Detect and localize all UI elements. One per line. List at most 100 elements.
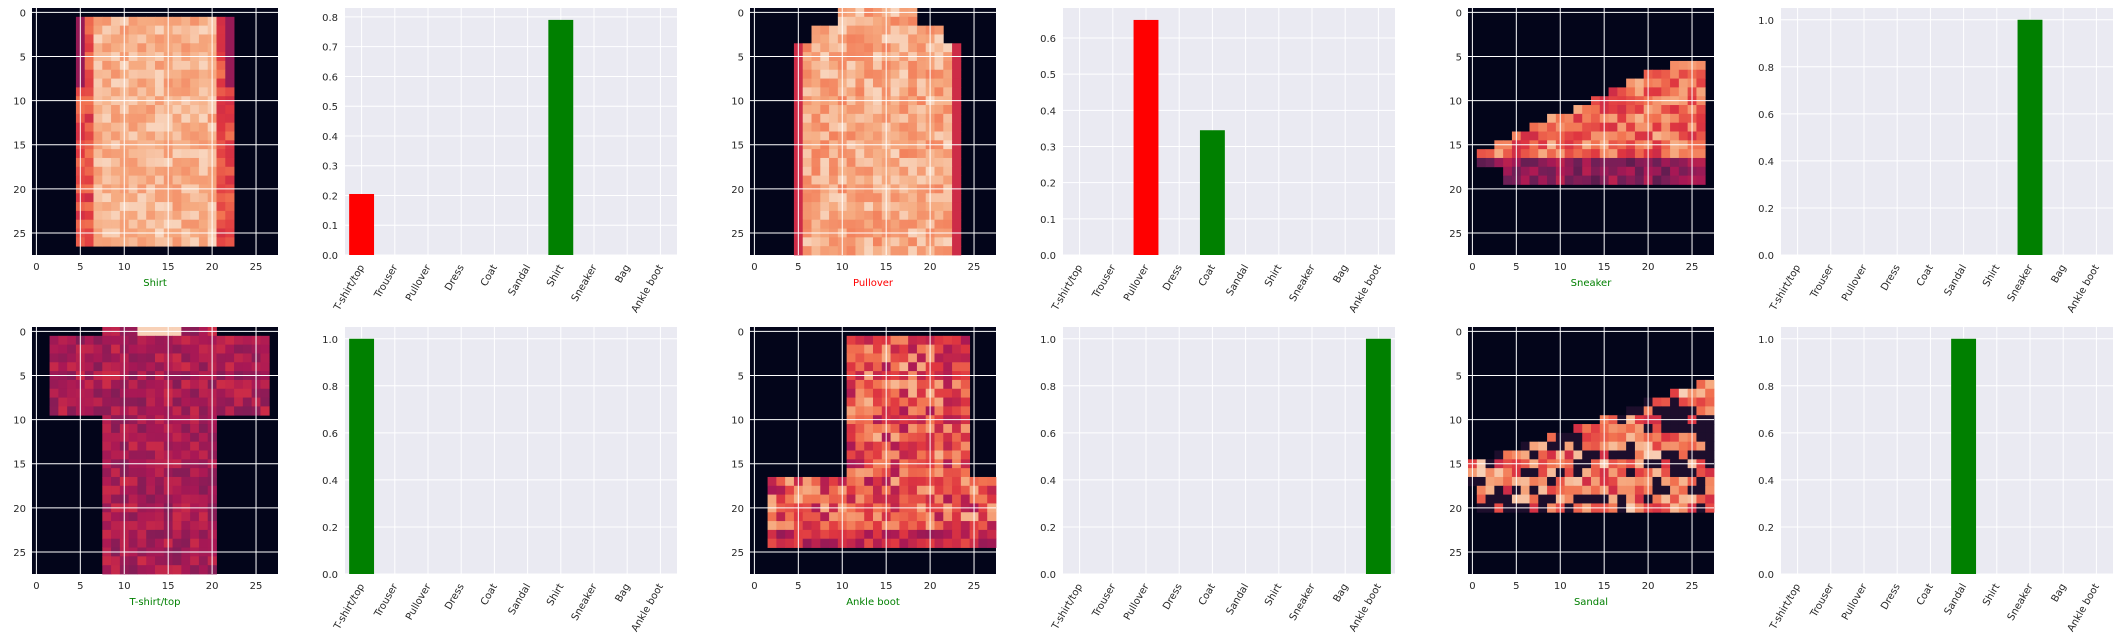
image-pixel (1670, 113, 1680, 124)
image-pixel (802, 43, 812, 53)
image-pixel (198, 60, 209, 71)
image-pixel (137, 441, 147, 451)
image-pixel (802, 175, 812, 185)
image-xtick-label: 5 (1513, 262, 1519, 273)
image-pixel (864, 166, 874, 177)
image-pixel (846, 202, 856, 212)
image-pixel (155, 69, 165, 79)
image-pixel (1696, 149, 1706, 159)
image-pixel (855, 424, 865, 434)
image-pixel (952, 335, 962, 346)
image-pixel (943, 424, 953, 434)
image-pixel (1670, 175, 1680, 185)
image-pixel (172, 219, 182, 229)
image-pixel (1529, 468, 1539, 478)
image-pixel (829, 193, 839, 203)
bar-ytick-label: 0.6 (1758, 110, 1774, 121)
image-pixel (1538, 450, 1548, 460)
image-pixel (102, 105, 112, 115)
image-pixel (172, 388, 182, 398)
image-pixel (1678, 441, 1689, 451)
image-pixel (146, 87, 156, 97)
image-pixel (102, 344, 112, 354)
image-pixel (198, 450, 209, 460)
image-pixel (952, 69, 962, 79)
image-pixel (128, 202, 138, 212)
image-pixel (1678, 432, 1689, 443)
image-ytick-label: 15 (13, 460, 26, 471)
image-pixel (1529, 450, 1539, 460)
image-pixel (1652, 69, 1662, 79)
image-pixel (1634, 494, 1645, 504)
image-pixel (111, 193, 121, 203)
image-pixel (181, 406, 191, 416)
image-pixel (855, 157, 865, 168)
image-pixel (1503, 450, 1513, 460)
image-pixel (1670, 78, 1680, 88)
image-pixel (855, 175, 865, 185)
image-pixel (198, 476, 209, 487)
image-pixel (181, 344, 191, 354)
image-pixel (846, 25, 856, 35)
bar-ytick-label: 0.3 (322, 162, 338, 173)
image-xtick-label: 0 (1469, 581, 1475, 592)
image-pixel (260, 335, 270, 346)
image-pixel (225, 131, 235, 141)
image-pixel (811, 529, 821, 540)
image-pixel (172, 78, 182, 88)
image-pixel (1617, 432, 1627, 443)
image-pixel (84, 397, 94, 407)
image-pixel (111, 210, 121, 221)
image-pixel (811, 538, 821, 548)
image-pixel (1520, 485, 1530, 496)
image-pixel (908, 424, 918, 434)
image-ytick-label: 10 (13, 416, 26, 427)
image-pixel (916, 335, 927, 346)
image-pixel (855, 210, 865, 221)
image-pixel (102, 43, 112, 53)
image-xtick-label: 25 (968, 581, 981, 592)
image-pixel (952, 202, 962, 212)
image-pixel (890, 25, 900, 35)
image-pixel (908, 538, 918, 548)
image-pixel (49, 397, 59, 407)
image-pixel (820, 485, 830, 496)
image-pixel (1634, 149, 1645, 159)
image-pixel (1547, 485, 1557, 496)
image-pixel (1634, 476, 1645, 487)
image-pixel (960, 494, 971, 504)
image-pixel (1678, 60, 1689, 71)
image-pixel (155, 424, 165, 434)
image-pixel (102, 379, 112, 390)
image-pixel (128, 344, 138, 354)
image-pixel (934, 335, 944, 346)
image-pixel (855, 43, 865, 53)
image-pixel (1696, 87, 1706, 97)
image-pixel (1485, 149, 1495, 159)
image-pixel (820, 25, 830, 35)
image-pixel (987, 529, 997, 540)
image-pixel (111, 388, 121, 398)
image-pixel (84, 237, 94, 247)
image-pixel (846, 166, 856, 177)
image-pixel (864, 494, 874, 504)
image-pixel (846, 69, 856, 79)
image-pixel (873, 246, 883, 256)
image-pixel (1503, 476, 1513, 487)
bar-ytick-label: 0.2 (322, 191, 338, 202)
image-pixel (225, 157, 235, 168)
image-xlabel: Shirt (143, 278, 167, 289)
image-pixel (820, 246, 830, 256)
image-pixel (1696, 450, 1706, 460)
image-pixel (864, 344, 874, 354)
image-pixel (172, 565, 182, 575)
image-pixel (1705, 397, 1715, 407)
image-pixel (1670, 157, 1680, 168)
image-pixel (146, 476, 156, 487)
image-pixel (58, 335, 68, 346)
image-pixel (93, 210, 103, 221)
image-pixel (1696, 441, 1706, 451)
image-pixel (93, 388, 103, 398)
image-pixel (934, 166, 944, 177)
